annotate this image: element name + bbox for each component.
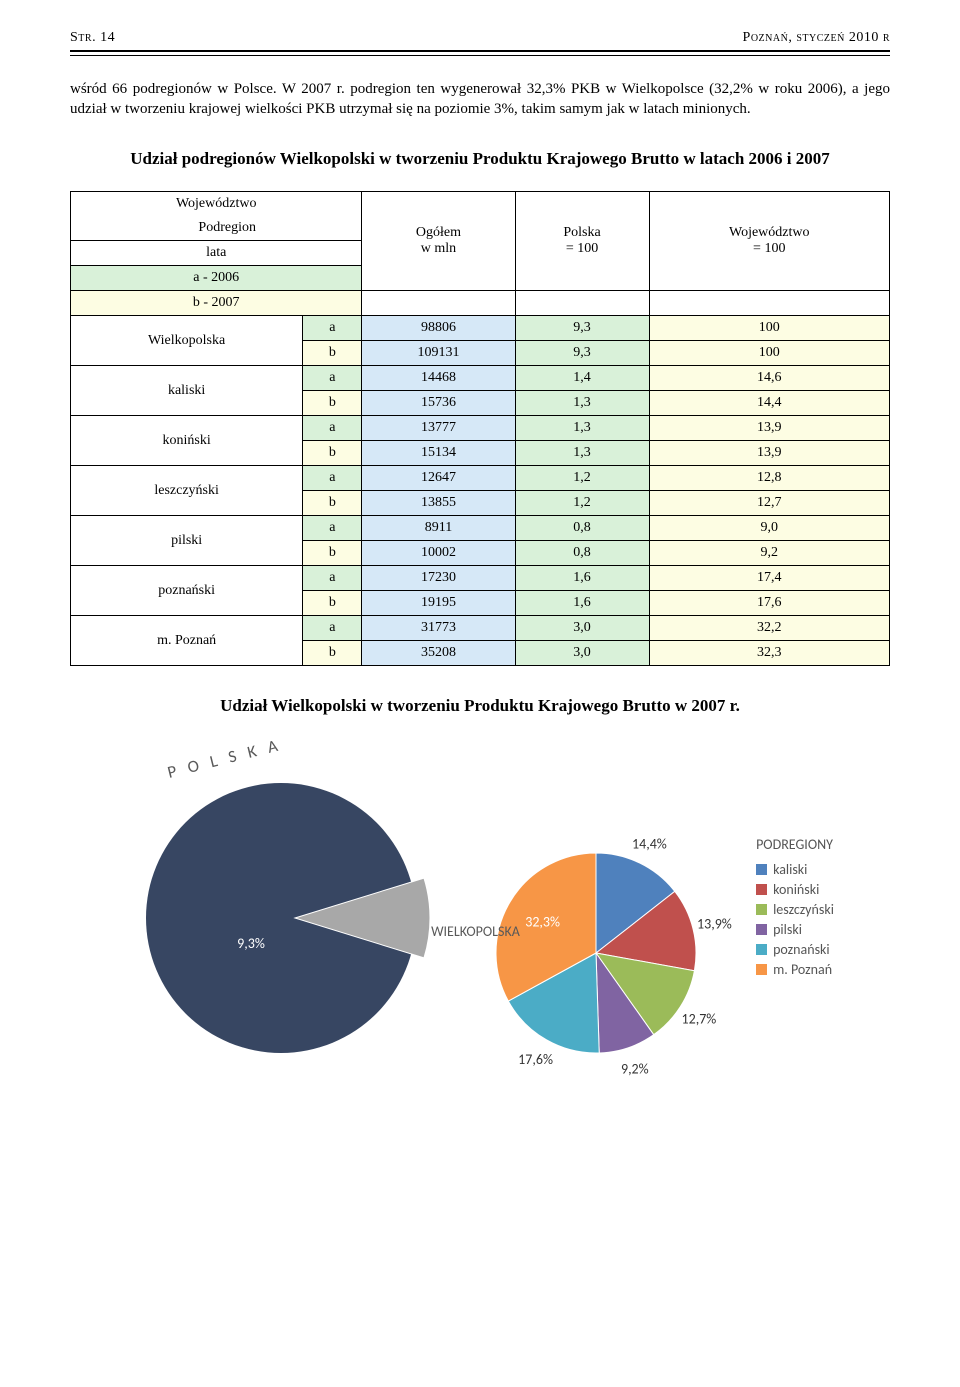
svg-text:13,9%: 13,9% <box>697 916 732 933</box>
legend-item: leszczyński <box>756 901 834 918</box>
hdr-woj100: Województwo = 100 <box>649 192 890 291</box>
legend-swatch <box>756 944 767 955</box>
legend-item: kaliski <box>756 861 834 878</box>
legend-item: koniński <box>756 881 834 898</box>
legend-item: m. Poznań <box>756 961 834 978</box>
rule-thin <box>70 55 890 56</box>
row-label: m. Poznań <box>71 616 303 666</box>
rule-thick <box>70 50 890 52</box>
svg-text:12,7%: 12,7% <box>682 1011 717 1028</box>
hdr-ogolem: Ogółem w mln <box>362 192 515 291</box>
table-title: Udział podregionów Wielkopolski w tworze… <box>70 149 890 169</box>
pkb-table: Województwo Ogółem w mln Polska = 100 Wo… <box>70 191 890 666</box>
row-label: kaliski <box>71 366 303 416</box>
chart-area: P O L S K A WIELKOPOLSKA 9,3%14,4%13,9%1… <box>70 738 890 1078</box>
hdr-woj: Województwo <box>71 192 362 217</box>
wielkopolska-label: WIELKOPOLSKA <box>431 923 520 940</box>
legend: PODREGIONY kaliski koniński leszczyński pil… <box>756 836 834 981</box>
pie-charts: 9,3% 14,4% 13,9% 12,7% 9,2% 17,6% 32,3% <box>126 738 746 1078</box>
legend-swatch <box>756 884 767 895</box>
row-label: pilski <box>71 516 303 566</box>
row-label: koniński <box>71 416 303 466</box>
legend-swatch <box>756 864 767 875</box>
chart-title: Udział Wielkopolski w tworzeniu Produktu… <box>70 696 890 716</box>
hdr-polska: Polska = 100 <box>515 192 649 291</box>
row-label: Wielkopolska <box>71 316 303 366</box>
svg-text:32,3%: 32,3% <box>525 913 560 930</box>
legend-swatch <box>756 904 767 915</box>
page-right: Poznań, styczeń 2010 r <box>743 30 890 46</box>
svg-text:14,4%: 14,4% <box>632 835 667 852</box>
row-label: poznański <box>71 566 303 616</box>
svg-text:9,3%: 9,3% <box>237 935 265 952</box>
svg-text:17,6%: 17,6% <box>518 1051 553 1068</box>
page-left: Str. 14 <box>70 30 115 46</box>
legend-item: pilski <box>756 921 834 938</box>
legend-item: poznański <box>756 941 834 958</box>
body-paragraph: wśród 66 podregionów w Polsce. W 2007 r.… <box>70 80 890 119</box>
legend-swatch <box>756 924 767 935</box>
svg-text:9,2%: 9,2% <box>621 1061 649 1078</box>
row-label: leszczyński <box>71 466 303 516</box>
legend-title: PODREGIONY <box>756 836 834 853</box>
legend-swatch <box>756 964 767 975</box>
